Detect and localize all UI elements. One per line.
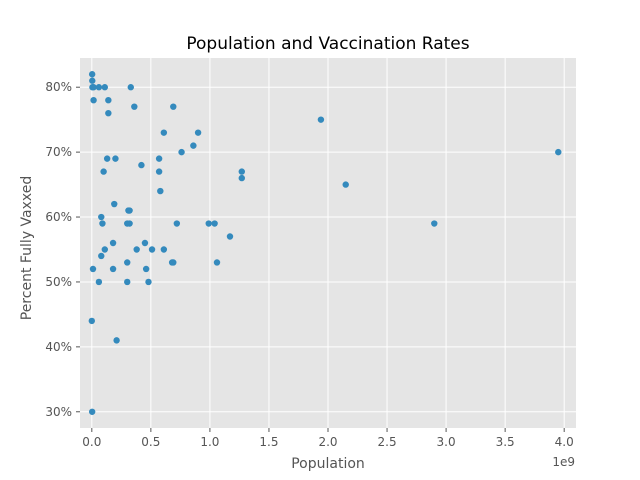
data-point xyxy=(148,246,156,253)
data-point xyxy=(190,142,197,149)
data-point xyxy=(109,265,117,273)
data-point xyxy=(95,84,103,91)
data-point xyxy=(90,96,97,104)
data-point xyxy=(101,246,109,253)
data-point xyxy=(194,129,202,136)
data-point xyxy=(205,220,212,227)
data-point xyxy=(88,71,96,78)
data-point xyxy=(226,233,234,240)
data-point xyxy=(170,103,177,110)
data-point xyxy=(155,155,163,162)
data-point xyxy=(133,246,140,253)
data-point xyxy=(126,220,133,227)
data-point xyxy=(124,259,131,266)
y-tick-label: 70% xyxy=(45,145,72,159)
data-point xyxy=(101,84,109,91)
data-point xyxy=(113,337,120,344)
x-axis-label: Population xyxy=(291,456,365,472)
data-point xyxy=(98,252,105,260)
data-point xyxy=(238,168,245,175)
data-point xyxy=(124,278,131,286)
data-point xyxy=(88,408,96,415)
y-tick-label: 30% xyxy=(45,405,72,419)
data-point xyxy=(88,317,96,325)
data-point xyxy=(145,278,152,286)
data-point xyxy=(103,155,111,162)
data-point xyxy=(126,207,133,214)
x-tick-label: 4.0 xyxy=(555,435,574,449)
chart-title: Population and Vaccination Rates xyxy=(186,34,469,54)
data-point xyxy=(160,129,168,136)
data-point xyxy=(112,155,119,162)
data-point xyxy=(342,181,349,188)
data-point xyxy=(138,161,145,169)
data-point xyxy=(238,174,245,182)
y-tick-label: 60% xyxy=(45,210,72,224)
gridlines xyxy=(80,58,576,428)
data-point xyxy=(89,77,96,84)
y-tick-label: 80% xyxy=(45,80,72,94)
data-point xyxy=(431,220,438,227)
data-point xyxy=(160,246,168,253)
y-tick-label: 40% xyxy=(45,340,72,354)
data-point xyxy=(99,220,106,227)
data-point xyxy=(141,239,149,247)
x-axis-offset-label: 1e9 xyxy=(552,455,575,469)
x-tick-label: 3.0 xyxy=(437,435,456,449)
y-tick-label: 50% xyxy=(45,275,72,289)
x-tick-label: 3.5 xyxy=(496,435,515,449)
data-point xyxy=(131,103,138,110)
data-point xyxy=(178,148,185,156)
data-point xyxy=(317,116,325,123)
data-point xyxy=(155,168,163,175)
data-point xyxy=(211,220,218,227)
x-tick-label: 2.5 xyxy=(378,435,397,449)
data-point xyxy=(89,265,97,273)
x-tick-label: 0.5 xyxy=(141,435,160,449)
y-axis-ticks: 30% 40% 50% 60% 70% 80% xyxy=(45,80,80,419)
x-axis-ticks: 0.0 0.5 1.0 1.5 2.0 2.5 3.0 3.5 4.0 xyxy=(82,428,574,449)
x-tick-label: 0.0 xyxy=(82,435,101,449)
data-point xyxy=(555,148,562,156)
x-tick-label: 2.0 xyxy=(318,435,337,449)
data-point xyxy=(95,278,103,286)
x-tick-label: 1.0 xyxy=(200,435,219,449)
data-point xyxy=(111,200,118,208)
y-axis-label: Percent Fully Vaxxed xyxy=(19,176,35,321)
data-point xyxy=(109,239,117,247)
data-point xyxy=(100,168,107,175)
data-point xyxy=(90,84,97,91)
data-point xyxy=(213,259,221,266)
data-point xyxy=(105,96,112,104)
data-point xyxy=(105,109,112,117)
data-point xyxy=(98,213,105,221)
data-point xyxy=(142,265,150,273)
data-point xyxy=(157,187,164,195)
data-point xyxy=(127,84,134,91)
x-tick-label: 1.5 xyxy=(259,435,278,449)
data-point xyxy=(173,220,181,227)
data-points xyxy=(88,71,562,415)
data-point xyxy=(170,259,177,266)
